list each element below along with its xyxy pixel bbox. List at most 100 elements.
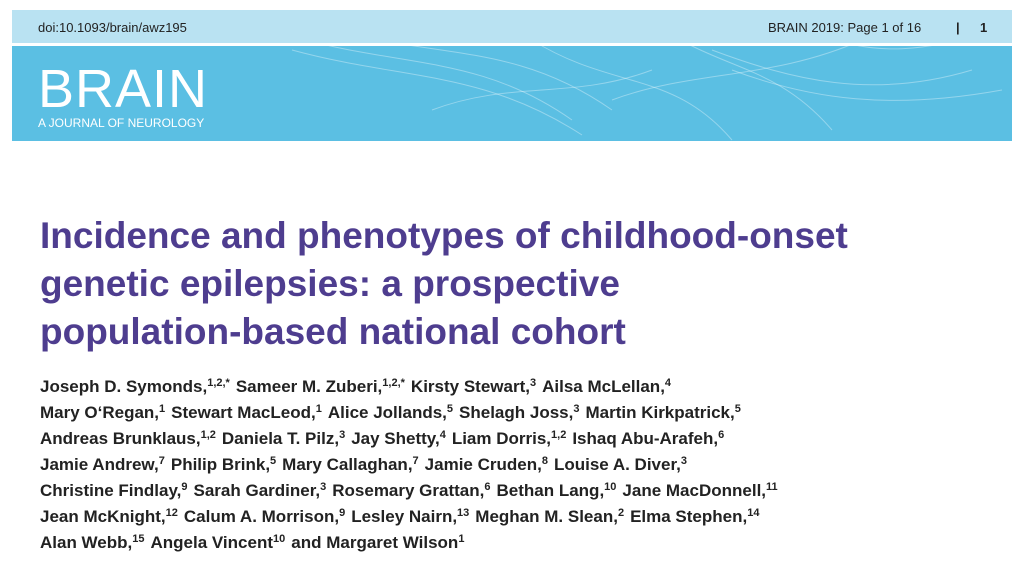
author: Sameer M. Zuberi,1,2,* [236, 377, 405, 396]
affiliation: 6 [484, 481, 491, 493]
page-info: BRAIN 2019: Page 1 of 16 [768, 20, 922, 35]
affiliation: 15 [132, 533, 145, 545]
affiliation: 5 [446, 403, 454, 415]
journal-subtitle: A JOURNAL OF NEUROLOGY [38, 116, 205, 130]
author: Sarah Gardiner,3 [194, 481, 327, 500]
affiliation: 3 [573, 403, 580, 415]
author-name: Joseph D. Symonds, [40, 377, 208, 396]
affiliation: 1,2,* [207, 377, 230, 389]
author-name: Christine Findlay, [40, 481, 182, 500]
affiliation: 1,2,* [382, 377, 405, 389]
author-name: Rosemary Grattan, [332, 481, 485, 500]
author: Lesley Nairn,13 [351, 507, 469, 526]
author-line: Jamie Andrew,7 Philip Brink,5 Mary Callagh… [40, 452, 784, 478]
author: Ishaq Abu-Arafeh,6 [572, 429, 724, 448]
author: Jamie Cruden,8 [425, 455, 548, 474]
author-name: Elma Stephen, [630, 507, 748, 526]
author-line: Jean McKnight,12 Calum A. Morrison,9 Lesle… [40, 504, 784, 530]
author: Jamie Andrew,7 [40, 455, 165, 474]
author: Daniela T. Pilz,3 [222, 429, 345, 448]
author-name: Stewart MacLeod, [171, 403, 316, 422]
author: Kirsty Stewart,3 [411, 377, 536, 396]
author-line: Joseph D. Symonds,1,2,* Sameer M. Zuberi,… [40, 374, 784, 400]
author: Rosemary Grattan,6 [332, 481, 490, 500]
affiliation: 1,2 [200, 429, 216, 441]
author: Andreas Brunklaus,1,2 [40, 429, 216, 448]
author-name: Kirsty Stewart, [410, 377, 530, 396]
author-name: Calum A. Morrison, [183, 507, 340, 526]
author-name: Andreas Brunklaus, [40, 429, 201, 448]
author-name: Alice Jollands, [327, 403, 447, 422]
author-name: Margaret Wilson [326, 533, 459, 552]
author: Alan Webb,15 [40, 533, 145, 552]
affiliation: 8 [541, 455, 548, 467]
affiliation: 10 [273, 533, 286, 545]
author-name: Ishaq Abu-Arafeh, [572, 429, 719, 448]
author-name: Jamie Andrew, [40, 455, 159, 474]
page-number: 1 [980, 20, 988, 35]
affiliation: 5 [734, 403, 741, 415]
author: Calum A. Morrison,9 [184, 507, 345, 526]
affiliation: 4 [439, 429, 446, 441]
author: Jean McKnight,12 [40, 507, 178, 526]
author-name: Philip Brink, [170, 455, 271, 474]
author: Philip Brink,5 [171, 455, 276, 474]
author: Ailsa McLellan,4 [542, 377, 671, 396]
separator: | [956, 20, 960, 35]
affiliation: 9 [181, 481, 188, 493]
author-name: Jane MacDonnell, [622, 481, 767, 500]
author: Christine Findlay,9 [40, 481, 188, 500]
author-line: Christine Findlay,9 Sarah Gardiner,3 Rosem… [40, 478, 784, 504]
affiliation: 3 [680, 455, 687, 467]
author-name: Alan Webb, [40, 533, 133, 552]
author: and Margaret Wilson1 [291, 533, 464, 552]
affiliation: 11 [766, 481, 778, 493]
author-name: Ailsa McLellan, [542, 377, 665, 396]
author: Meghan M. Slean,2 [475, 507, 624, 526]
author-name: Mary Callaghan, [282, 455, 413, 474]
affiliation: 9 [339, 507, 346, 519]
author-name: Daniela T. Pilz, [221, 429, 340, 448]
author-name: Mary O‘Regan, [40, 403, 160, 422]
author-line: Mary O‘Regan,1 Stewart MacLeod,1 Alice Jol… [40, 400, 784, 426]
affiliation: 14 [747, 507, 760, 519]
author: Stewart MacLeod,1 [171, 403, 322, 422]
author-name: Meghan M. Slean, [475, 507, 618, 526]
author-name: Jay Shetty, [351, 429, 440, 448]
affiliation: 1 [315, 403, 322, 415]
journal-banner: doi:10.1093/brain/awz195 BRAIN 2019: Pag… [12, 10, 1012, 141]
author: Jay Shetty,4 [351, 429, 446, 448]
affiliation: 1,2 [551, 429, 567, 441]
author-name: Jamie Cruden, [424, 455, 542, 474]
doi: doi:10.1093/brain/awz195 [38, 20, 187, 35]
author: Mary O‘Regan,1 [40, 403, 165, 422]
affiliation: 5 [270, 455, 277, 467]
title-line: population-based national cohort [40, 311, 626, 352]
author: Mary Callaghan,7 [282, 455, 419, 474]
author-name: Angela Vincent [150, 533, 274, 552]
conjunction: and [291, 533, 322, 552]
affiliation: 10 [604, 481, 617, 493]
author: Martin Kirkpatrick,5 [585, 403, 740, 422]
affiliation: 4 [664, 377, 672, 389]
author-line: Andreas Brunklaus,1,2 Daniela T. Pilz,3 Ja… [40, 426, 784, 452]
author-name: Lesley Nairn, [351, 507, 458, 526]
author: Alice Jollands,5 [328, 403, 453, 422]
affiliation: 3 [339, 429, 346, 441]
header-strip: doi:10.1093/brain/awz195 BRAIN 2019: Pag… [12, 10, 1012, 46]
affiliation: 13 [457, 507, 470, 519]
author: Shelagh Joss,3 [459, 403, 579, 422]
affiliation: 7 [412, 455, 419, 467]
author-name: Sarah Gardiner, [193, 481, 321, 500]
author: Joseph D. Symonds,1,2,* [40, 377, 230, 396]
author-name: Jean McKnight, [40, 507, 166, 526]
author: Louise A. Diver,3 [554, 455, 687, 474]
affiliation: 2 [617, 507, 625, 519]
author-name: Louise A. Diver, [553, 455, 681, 474]
title-line: Incidence and phenotypes of childhood-on… [40, 215, 848, 256]
author: Angela Vincent10 [151, 533, 286, 552]
author: Jane MacDonnell,11 [622, 481, 777, 500]
affiliation: 1 [159, 403, 166, 415]
affiliation: 6 [718, 429, 725, 441]
